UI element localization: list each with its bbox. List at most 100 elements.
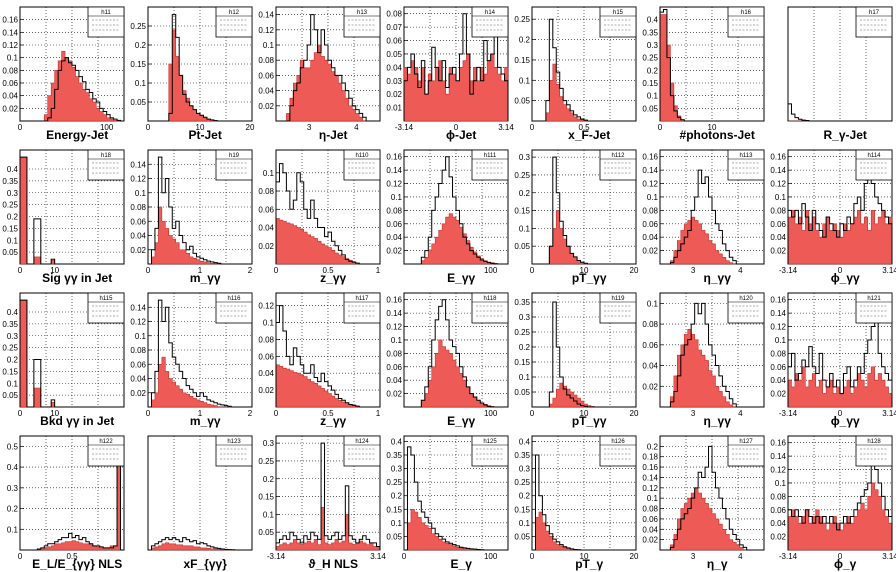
stats-box-title: h117 [356,296,370,302]
tick-label-y: 0.04 [2,92,18,101]
tick-label-x: 3 [307,123,312,132]
tick-label-y: 0.04 [130,375,146,384]
axis-label-x: ϑ_H NLS [308,557,358,571]
stats-box-title: h121 [867,296,881,302]
tick-label-x: -3.14 [779,266,798,275]
tick-label-y: 0.2 [519,189,531,198]
tick-label-y: 0.05 [514,97,530,106]
tick-label-x: 10 [580,266,589,275]
panel-h114: 0.02 0.04 0.06 0.08 0.1 0.12 0.14 0.16 h114 -3.14… [770,149,896,285]
tick-label-x: 0.5 [66,552,78,561]
panel-h11: 0.02 0.04 0.06 0.08 0.1 0.12 0.14 0.16 h11 0 100En… [2,6,125,142]
tick-label-y: 0.1 [647,92,659,101]
panel-h125: 0.05 0.1 0.15 0.2 0.25 0.3 0.35 0.4 h125 0 100 E_γ [386,435,509,571]
tick-label-y: 0.06 [386,37,402,46]
tick-label-x: 0 [838,552,843,561]
stats-box-title: h119 [612,296,626,302]
tick-label-x: 2 [248,409,253,418]
stats-box-title: h14 [485,10,496,16]
tick-label-x: 0 [530,552,535,561]
histogram-line [404,446,508,551]
tick-label-x: 100 [484,552,498,561]
tick-label-y: 0.02 [258,386,274,395]
axis-label-x: xF_{γγ} [184,557,228,571]
tick-label-y: 0.1 [263,319,275,328]
panel-h19: 0.02 0.04 0.06 0.08 0.1 0.12 0.14 h19 0 1 2 m_γγ [130,149,253,285]
tick-label-x: 4 [738,266,743,275]
histogram-line [532,156,636,265]
axis-label-x: m_γγ [190,414,221,428]
stats-box-title: h120 [739,296,753,302]
stats-box [471,6,509,38]
panel-h123: h123 xF_{γγ} [147,435,253,571]
tick-label-y: 0.3 [7,189,19,198]
tick-label-x: 3.14 [882,552,896,561]
tick-label-y: 0.04 [386,233,402,242]
stats-box-title: h115 [100,296,114,302]
histogram-line [148,156,252,265]
tick-label-y: 0.1 [7,379,19,388]
stats-box [855,292,893,324]
stats-box-title: h18 [101,153,112,159]
stats-box-title: h127 [739,439,753,445]
tick-label-x: 3 [691,266,696,275]
tick-label-y: 0.2 [7,505,19,514]
axis-label-x: η_γγ [704,271,732,285]
histogram-filled [20,51,124,122]
histogram-line [275,442,381,550]
tick-label-y: 0.04 [642,525,658,534]
stats-box [855,435,893,467]
panel-h121: 0.02 0.04 0.06 0.08 0.1 0.12 0.14 0.16 h121 -3.14… [770,292,896,428]
histogram-line [148,299,252,408]
tick-label-x: 0.5 [578,123,590,132]
tick-label-y: 0.35 [2,320,18,329]
tick-label-y: 0.06 [770,363,786,372]
axis-label-x: z_γγ [320,271,346,285]
tick-label-x: 4 [738,409,743,418]
tick-label-y: 0.1 [647,299,659,308]
tick-label-y: 0.3 [7,332,19,341]
tick-label-y: 0.1 [7,525,19,534]
stats-box [215,149,253,181]
stats-box [215,435,253,467]
tick-label-y: 0.2 [519,343,531,352]
tick-label-y: 0.05 [2,248,18,257]
tick-label-x: -3.14 [395,123,414,132]
axis-label-x: E_γγ [447,414,475,428]
tick-label-y: 0.12 [642,180,658,189]
histogram-line [660,302,764,408]
tick-label-x: 20 [246,123,255,132]
tick-label-y: 0.08 [642,505,658,514]
histogram-line [275,163,380,265]
tick-label-x: 0 [530,123,535,132]
tick-label-y: 0.1 [135,189,147,198]
histogram-filled [148,356,252,408]
tick-label-y: 0.25 [514,171,530,180]
tick-label-y: 0.08 [386,206,402,215]
stats-box-title: h19 [229,153,240,159]
tick-label-x: 20 [630,266,639,275]
stats-box [343,6,381,38]
tick-label-y: 0.25 [514,478,530,487]
stats-box [343,149,381,181]
tick-label-y: 0.05 [642,104,658,113]
panel-h126: 0.05 0.1 0.15 0.2 0.25 0.3 0.35 0.4 h126 0 10 20 pT_… [514,435,639,571]
tick-label-y: 0.35 [642,28,658,37]
tick-label-y: 0.14 [258,11,274,20]
panel-h120: 0.02 0.04 0.06 0.08 0.1 h120 3 4 η_γγ [642,292,765,428]
tick-label-y: 0.06 [642,515,658,524]
tick-label-y: 0.05 [514,532,530,541]
stats-box-title: h15 [613,10,624,16]
histogram-filled [660,487,764,551]
panel-h13: 0.02 0.04 0.06 0.08 0.1 0.12 0.14 h13 3 4 η-Jet [258,6,381,142]
tick-label-y: 0.25 [642,54,658,63]
tick-label-y: 0.02 [770,390,786,399]
tick-label-x: 0 [18,552,23,561]
stats-box-title: h112 [612,153,626,159]
tick-label-y: 0.25 [514,15,530,24]
stats-box [215,6,253,38]
stats-box [599,6,637,38]
tick-label-y: 0.15 [642,79,658,88]
